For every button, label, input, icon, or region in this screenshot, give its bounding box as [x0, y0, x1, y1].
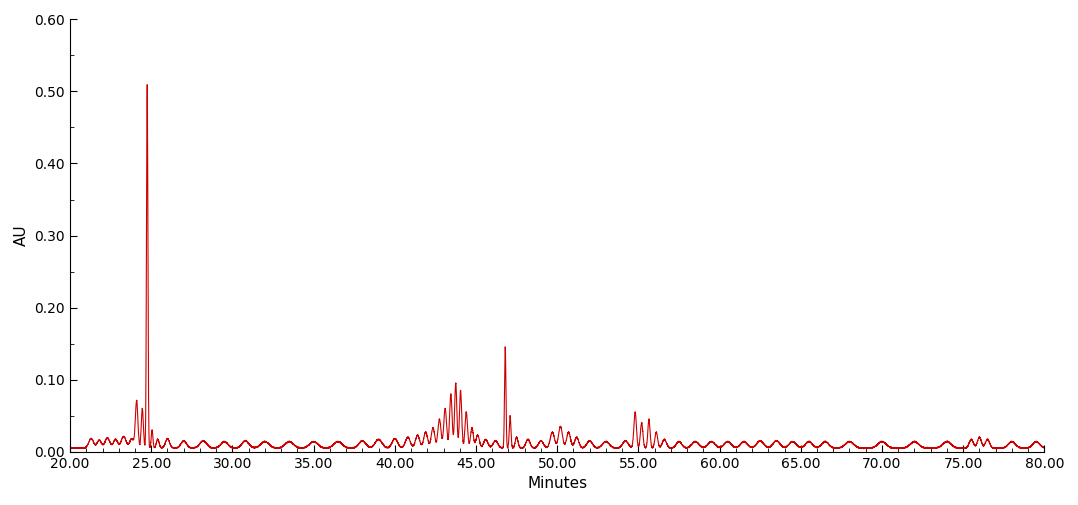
X-axis label: Minutes: Minutes — [527, 476, 588, 491]
Y-axis label: AU: AU — [14, 225, 29, 246]
